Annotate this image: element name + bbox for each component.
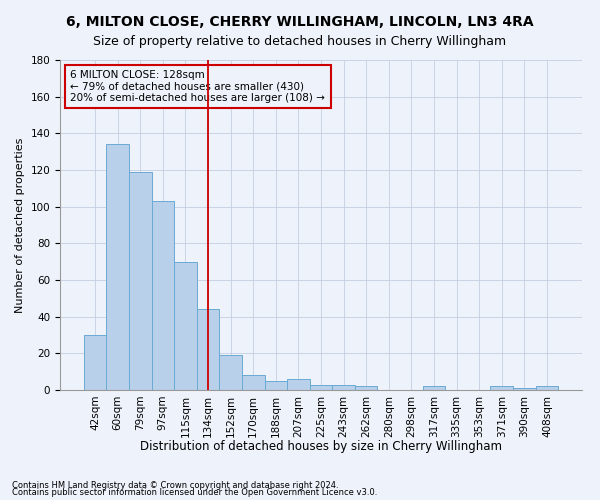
- Bar: [197, 310, 220, 390]
- Text: 6 MILTON CLOSE: 128sqm
← 79% of detached houses are smaller (430)
20% of semi-de: 6 MILTON CLOSE: 128sqm ← 79% of detached…: [70, 70, 325, 103]
- Bar: [152, 201, 174, 390]
- Bar: [129, 172, 152, 390]
- Bar: [513, 388, 536, 390]
- Bar: [265, 381, 287, 390]
- Bar: [355, 386, 377, 390]
- Y-axis label: Number of detached properties: Number of detached properties: [15, 138, 25, 312]
- Bar: [422, 386, 445, 390]
- Bar: [332, 384, 355, 390]
- Bar: [310, 384, 332, 390]
- Bar: [242, 376, 265, 390]
- Text: Size of property relative to detached houses in Cherry Willingham: Size of property relative to detached ho…: [94, 35, 506, 48]
- Bar: [536, 386, 558, 390]
- Bar: [84, 335, 106, 390]
- Text: Contains public sector information licensed under the Open Government Licence v3: Contains public sector information licen…: [12, 488, 377, 497]
- Text: Contains HM Land Registry data © Crown copyright and database right 2024.: Contains HM Land Registry data © Crown c…: [12, 480, 338, 490]
- Bar: [220, 355, 242, 390]
- X-axis label: Distribution of detached houses by size in Cherry Willingham: Distribution of detached houses by size …: [140, 440, 502, 453]
- Bar: [174, 262, 197, 390]
- Text: 6, MILTON CLOSE, CHERRY WILLINGHAM, LINCOLN, LN3 4RA: 6, MILTON CLOSE, CHERRY WILLINGHAM, LINC…: [66, 15, 534, 29]
- Bar: [287, 379, 310, 390]
- Bar: [106, 144, 129, 390]
- Bar: [490, 386, 513, 390]
